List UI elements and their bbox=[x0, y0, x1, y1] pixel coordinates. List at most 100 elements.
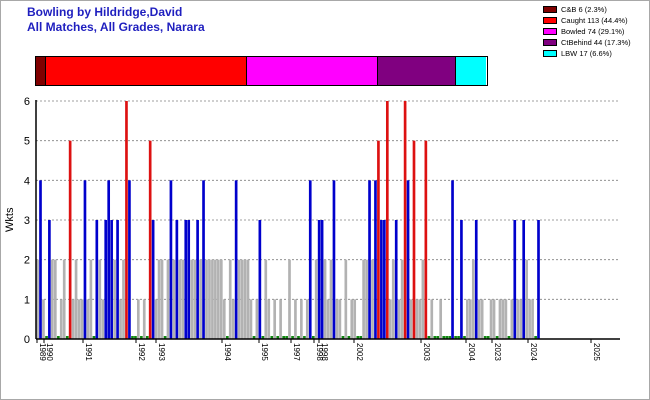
wickets-bar bbox=[205, 259, 208, 339]
x-tick-label: 1993 bbox=[157, 343, 166, 361]
wickets-bar bbox=[418, 299, 422, 339]
legend-label: CtBehind 44 (17.3%) bbox=[561, 38, 631, 47]
zero-wicket-mark bbox=[270, 336, 274, 339]
zero-wicket-mark bbox=[534, 336, 537, 339]
wickets-bar bbox=[136, 299, 140, 339]
wickets-bar bbox=[338, 299, 342, 339]
wickets-bar bbox=[371, 259, 374, 339]
wickets-bar bbox=[294, 299, 297, 339]
wickets-bar bbox=[39, 180, 42, 339]
wickets-bar bbox=[317, 220, 321, 339]
y-tick-label: 2 bbox=[24, 255, 30, 267]
wickets-bar bbox=[86, 299, 90, 339]
wickets-bar bbox=[519, 299, 523, 339]
wickets-bar bbox=[365, 259, 368, 339]
wickets-bar bbox=[314, 259, 318, 339]
wickets-bar bbox=[98, 259, 102, 339]
x-tick-label: 1990 bbox=[45, 343, 54, 361]
wickets-bar bbox=[492, 299, 496, 339]
x-tick-label: 2025 bbox=[592, 343, 601, 361]
x-tick-label: 2004 bbox=[467, 343, 476, 361]
y-tick-label: 0 bbox=[24, 334, 30, 346]
wickets-bar bbox=[394, 220, 398, 339]
wickets-bar bbox=[166, 259, 170, 339]
wickets-bar bbox=[231, 299, 235, 339]
y-tick-label: 5 bbox=[24, 136, 30, 148]
legend-swatch bbox=[543, 17, 557, 24]
zero-wicket-mark bbox=[448, 336, 452, 339]
wickets-bar bbox=[513, 220, 517, 339]
wickets-bar bbox=[374, 180, 377, 339]
wickets-bar bbox=[246, 259, 250, 339]
wickets-bar bbox=[380, 220, 383, 339]
legend-item: C&B 6 (2.3%) bbox=[543, 4, 631, 15]
wickets-bar bbox=[48, 220, 51, 339]
wickets-bar bbox=[439, 299, 443, 339]
x-tick-label: 1989 bbox=[38, 343, 47, 361]
wickets-bar bbox=[77, 299, 81, 339]
wickets-bar bbox=[151, 220, 155, 339]
zero-wicket-mark bbox=[442, 336, 446, 339]
wickets-bar bbox=[308, 180, 312, 339]
dismissal-segment bbox=[36, 57, 47, 85]
wickets-bar bbox=[80, 299, 84, 339]
wickets-bar bbox=[329, 259, 333, 339]
x-tick-label: 2002 bbox=[355, 343, 364, 361]
wickets-bar bbox=[466, 299, 469, 339]
dismissal-segment bbox=[377, 57, 456, 85]
legend-label: Caught 113 (44.4%) bbox=[561, 16, 628, 25]
wickets-bar bbox=[51, 259, 54, 339]
wickets-bar bbox=[525, 259, 528, 339]
wickets-bar bbox=[228, 259, 232, 339]
wickets-bar bbox=[113, 259, 116, 339]
wickets-bar bbox=[36, 259, 39, 339]
zero-wicket-mark bbox=[433, 336, 437, 339]
wickets-bar bbox=[125, 101, 128, 339]
wickets-bar bbox=[187, 220, 191, 339]
wickets-bar bbox=[489, 299, 493, 339]
wickets-bar bbox=[424, 140, 428, 339]
wickets-bar bbox=[89, 259, 93, 339]
wickets-bar bbox=[415, 299, 419, 339]
wickets-bar bbox=[335, 299, 339, 339]
wickets-bar bbox=[258, 220, 262, 339]
wickets-bar bbox=[71, 299, 75, 339]
wickets-bar bbox=[219, 259, 223, 339]
zero-wicket-mark bbox=[92, 336, 96, 339]
wickets-bar bbox=[350, 299, 354, 339]
wickets-bar bbox=[468, 299, 472, 339]
wickets-bar bbox=[326, 299, 330, 339]
wickets-bar bbox=[184, 220, 188, 339]
zero-wicket-mark bbox=[445, 336, 449, 339]
zero-wicket-mark bbox=[341, 336, 345, 339]
zero-wicket-mark bbox=[483, 336, 487, 339]
zero-wicket-mark bbox=[57, 336, 60, 339]
wickets-bar bbox=[537, 220, 540, 339]
y-tick-label: 3 bbox=[24, 215, 30, 227]
wickets-bar bbox=[406, 180, 410, 339]
zero-wicket-mark bbox=[507, 336, 511, 339]
wickets-bar bbox=[74, 259, 78, 339]
wickets-bar bbox=[480, 299, 484, 339]
wickets-bar bbox=[53, 259, 57, 339]
wickets-bar bbox=[460, 220, 463, 339]
wickets-bar bbox=[409, 299, 413, 339]
wickets-bar bbox=[368, 180, 371, 339]
y-tick-label: 6 bbox=[24, 96, 30, 108]
wickets-bar bbox=[110, 220, 113, 339]
wickets-bar bbox=[222, 299, 226, 339]
dismissal-segment bbox=[455, 57, 486, 85]
wickets-bar bbox=[178, 259, 182, 339]
zero-wicket-mark bbox=[140, 336, 143, 339]
x-tick-label: 1992 bbox=[137, 343, 146, 361]
wickets-bar bbox=[160, 259, 164, 339]
zero-wicket-mark bbox=[145, 336, 149, 339]
wickets-bar bbox=[199, 259, 202, 339]
zero-wicket-mark bbox=[261, 336, 265, 339]
wickets-bar bbox=[193, 259, 196, 339]
wickets-bar bbox=[208, 259, 211, 339]
x-tick-label: 2023 bbox=[493, 343, 502, 361]
legend-swatch bbox=[543, 50, 557, 57]
wickets-bar bbox=[59, 299, 63, 339]
